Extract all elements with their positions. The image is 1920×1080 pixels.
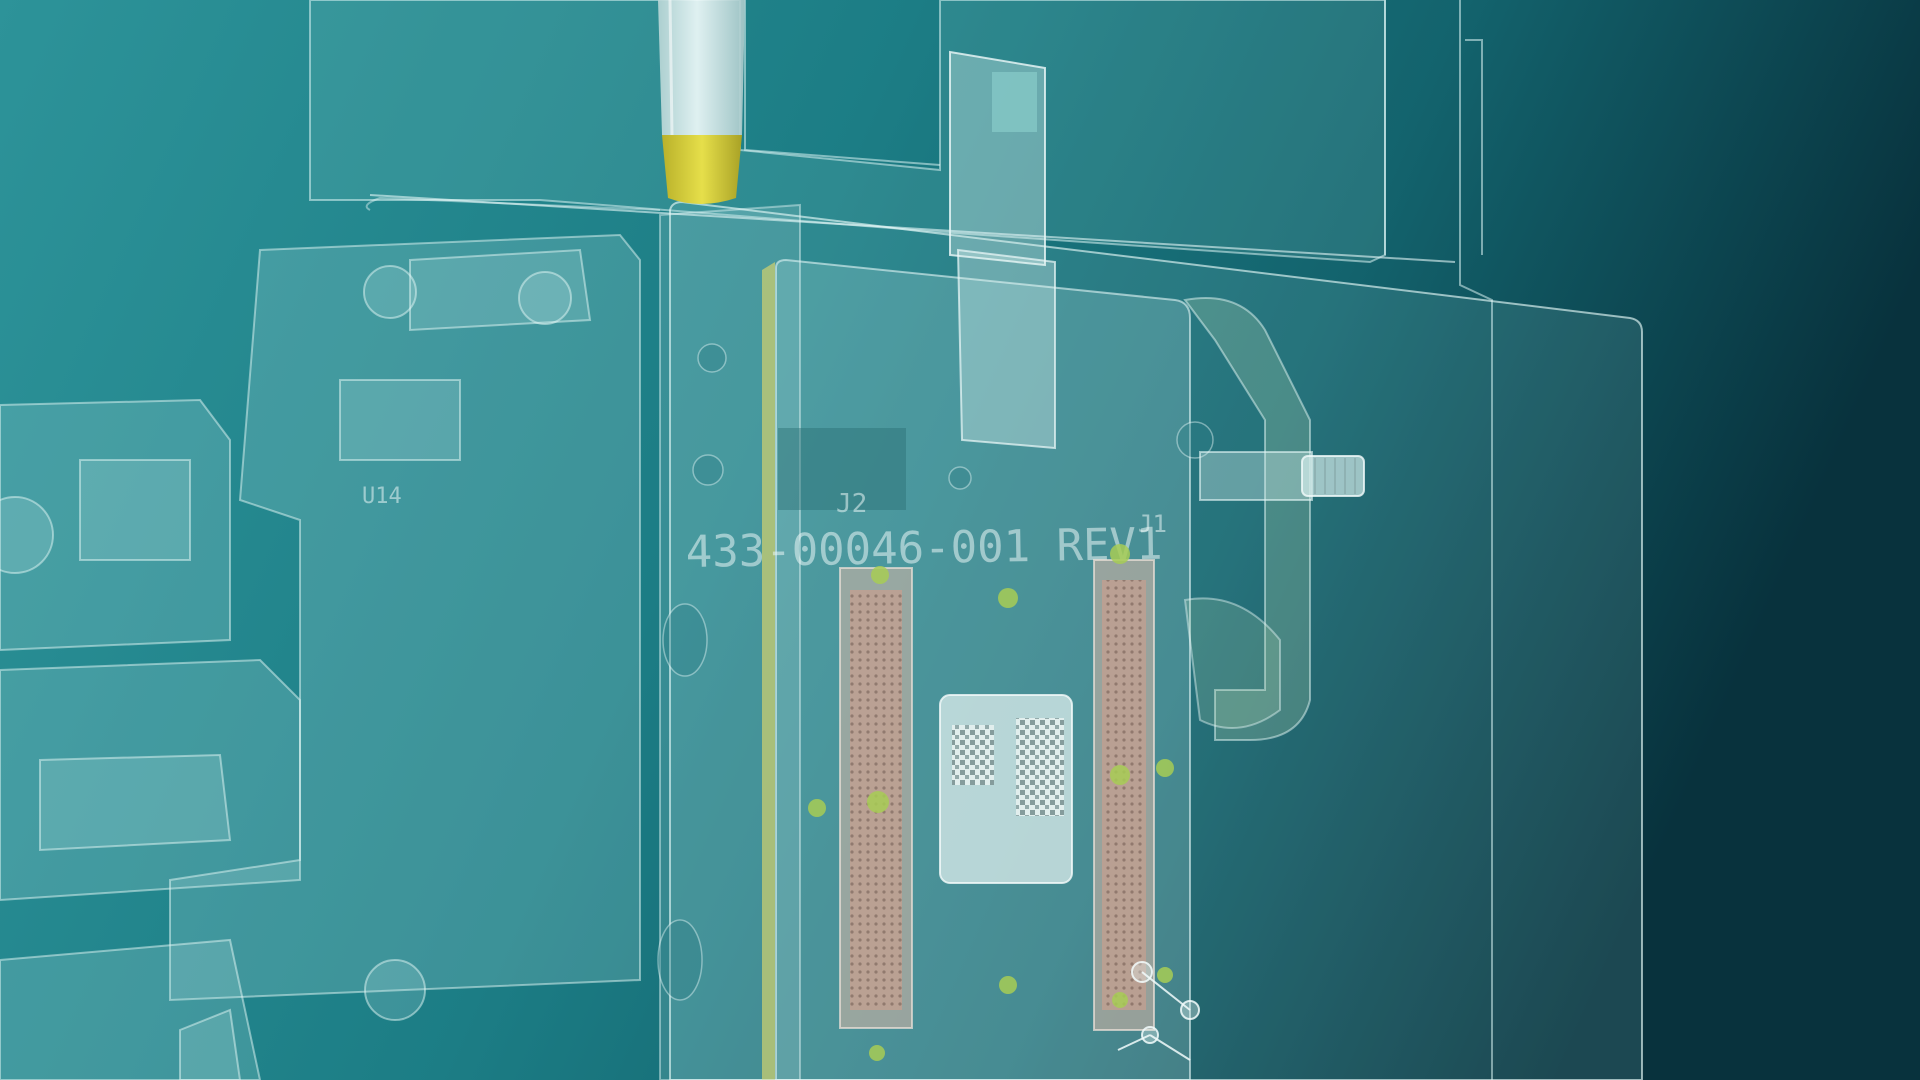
connector-j2: J2: [836, 489, 913, 1029]
side-bracket: [1183, 297, 1365, 741]
contact-probe: [1117, 961, 1200, 1061]
test-pads: [808, 544, 1174, 1061]
pcb-edge: [762, 262, 775, 1080]
pogo-probe: [658, 0, 745, 204]
small-marking: U14: [362, 484, 402, 509]
board-part-label: 433-00046-001 REV1: [685, 519, 1163, 578]
transparent-strip: [949, 50, 1056, 450]
connector-j1-label: J1: [1138, 510, 1167, 538]
left-mechanism: [0, 233, 641, 1080]
qr-code-icon: [1016, 718, 1064, 816]
qr-code-icon: [952, 725, 994, 785]
frame-edge: [369, 194, 1456, 263]
connector-j1: J1: [1093, 510, 1167, 1031]
barcode-label: [939, 694, 1073, 884]
frame-edge: [365, 196, 661, 211]
connector-j2-label: J2: [836, 489, 867, 519]
thumb-screw-icon: [1301, 455, 1365, 497]
